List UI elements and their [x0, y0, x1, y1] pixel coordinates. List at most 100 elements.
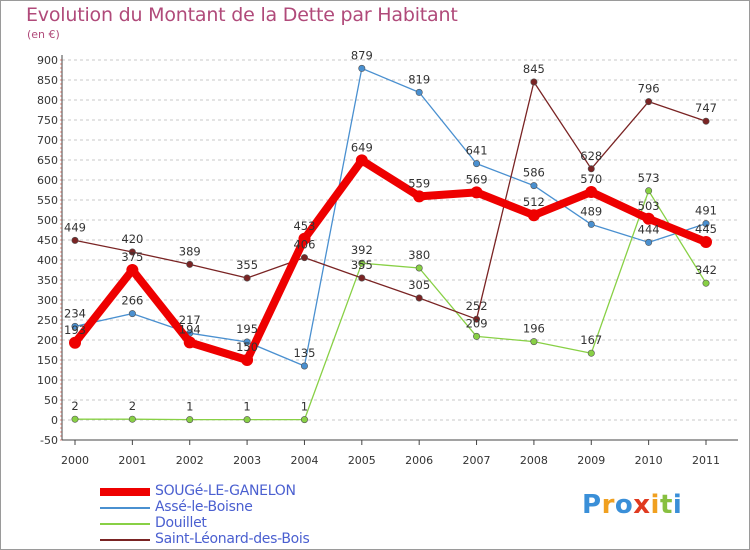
data-point	[300, 254, 308, 262]
data-point	[186, 260, 194, 268]
data-point	[128, 248, 136, 256]
y-tick-label: 450	[37, 234, 58, 247]
data-label: 570	[580, 172, 602, 186]
data-point	[587, 349, 595, 357]
data-point	[243, 338, 251, 346]
data-point	[700, 236, 712, 248]
data-label: 819	[408, 72, 430, 86]
data-point	[183, 336, 196, 349]
data-label: 445	[695, 222, 717, 236]
data-point	[527, 209, 540, 222]
chart-subtitle: (en €)	[27, 28, 60, 41]
data-label: 453	[293, 219, 315, 233]
axes: -50 0 50 100 150 200 250 300 350 400 450 500 550 600 6…	[37, 54, 738, 467]
data-label: 342	[695, 263, 717, 277]
legend-label: Saint-Léonard-des-Bois	[155, 531, 310, 547]
data-label: 569	[466, 172, 488, 186]
data-point	[702, 220, 710, 228]
data-label: 747	[695, 101, 717, 115]
data-label: 559	[408, 176, 430, 190]
y-tick-label: 550	[37, 194, 58, 207]
data-label: 1	[186, 400, 193, 414]
logo-letter: t	[659, 490, 673, 520]
data-point	[530, 338, 538, 346]
legend-swatch	[100, 488, 150, 496]
data-point	[585, 186, 598, 198]
data-label: 196	[523, 322, 545, 336]
data-point	[126, 264, 139, 276]
data-point	[530, 78, 538, 86]
data-point	[645, 187, 653, 195]
y-tick-label: 400	[37, 254, 58, 267]
data-label: 512	[523, 195, 545, 209]
x-tick-label: 2006	[405, 454, 433, 467]
data-point	[702, 117, 710, 125]
y-tick-label: 250	[37, 314, 58, 327]
y-tick-label: 900	[37, 54, 58, 67]
data-label: 195	[236, 322, 258, 336]
data-point	[530, 182, 538, 190]
series-3	[71, 78, 710, 323]
data-label: 628	[580, 149, 602, 163]
data-label: 444	[638, 222, 660, 236]
y-tick-label: 650	[37, 154, 58, 167]
logo-letter: i	[672, 490, 683, 520]
data-point	[128, 415, 136, 423]
data-label: 194	[179, 322, 201, 336]
logo-letter: o	[614, 490, 634, 520]
y-tick-label: 850	[37, 74, 58, 87]
data-point	[473, 160, 481, 168]
logo-letter: r	[601, 490, 615, 520]
data-label: 355	[351, 258, 373, 272]
y-tick-label: 150	[37, 354, 58, 367]
data-point	[587, 220, 595, 228]
data-point	[642, 212, 655, 225]
legend-label: SOUGé-LE-GANELON	[155, 483, 296, 499]
data-label: 796	[638, 82, 660, 96]
data-point	[587, 165, 595, 173]
line-chart: -50 0 50 100 150 200 250 300 350 400 450 500 550 600 6…	[37, 48, 738, 467]
y-tick-label: 0	[51, 414, 58, 427]
y-tick-label: 500	[37, 214, 58, 227]
data-label: 2	[129, 399, 136, 413]
y-tick-label: 50	[44, 394, 58, 407]
data-label: 380	[408, 248, 430, 262]
legend-label: Assé-le-Boisne	[155, 499, 253, 515]
data-point	[473, 315, 481, 323]
series-layer	[69, 64, 712, 424]
data-point	[415, 264, 423, 272]
y-tick-label: 100	[37, 374, 58, 387]
x-tick-label: 2002	[176, 454, 204, 467]
data-label: 2	[71, 399, 78, 413]
x-tick-label: 2000	[61, 454, 89, 467]
data-label: 150	[236, 340, 258, 354]
y-tick-label: 200	[37, 334, 58, 347]
x-tick-label: 2004	[290, 454, 318, 467]
data-point	[69, 336, 81, 349]
data-label: 234	[64, 306, 86, 320]
data-point	[300, 416, 308, 424]
data-label: 209	[466, 316, 488, 330]
series-1	[71, 64, 710, 370]
data-point	[413, 190, 426, 203]
data-label: 845	[523, 62, 545, 76]
data-label: 406	[293, 238, 315, 252]
x-tick-label: 2011	[692, 454, 720, 467]
data-point	[645, 238, 653, 246]
data-label: 217	[179, 313, 201, 327]
data-point	[415, 88, 423, 96]
data-point	[243, 416, 251, 424]
data-point	[243, 274, 251, 282]
y-tick-label: 350	[37, 274, 58, 287]
data-label: 489	[580, 204, 602, 218]
data-label: 167	[580, 333, 602, 347]
y-tick-label: -50	[40, 434, 58, 447]
data-point	[298, 232, 311, 245]
logo-letter: P	[582, 490, 602, 520]
data-point	[241, 354, 254, 366]
y-tick-label: 300	[37, 294, 58, 307]
legend-swatch	[100, 507, 150, 509]
data-point	[186, 416, 194, 424]
data-point	[470, 186, 483, 199]
series-line	[74, 190, 707, 421]
